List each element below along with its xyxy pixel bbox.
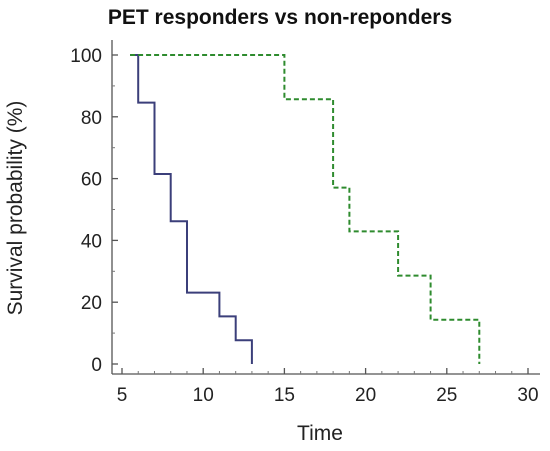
x-tick-label: 15 [274, 385, 295, 406]
chart-title: PET responders vs non-reponders [108, 6, 452, 29]
y-tick-label: 40 [81, 231, 102, 252]
plot-axes [111, 40, 540, 375]
survival-curve-dashed [130, 54, 481, 364]
y-tick-label: 100 [70, 46, 102, 67]
y-tick-label: 0 [91, 355, 102, 376]
y-tick-label: 20 [81, 293, 102, 314]
x-tick-label: 25 [436, 385, 457, 406]
y-axis-ticks: 0 20 40 60 80 100 [70, 46, 118, 376]
x-tick-label: 5 [117, 385, 128, 406]
series-layer [130, 54, 481, 364]
x-axis-label: Time [297, 422, 343, 445]
x-tick-label: 10 [193, 385, 214, 406]
x-axis-ticks: 5 10 15 20 25 30 [117, 368, 539, 406]
x-tick-label: 30 [517, 385, 538, 406]
y-axis-label: Survival probability (%) [4, 101, 27, 316]
y-tick-label: 60 [81, 170, 102, 191]
x-tick-label: 20 [355, 385, 376, 406]
survival-curve-solid [130, 54, 253, 364]
y-tick-label: 80 [81, 108, 102, 129]
